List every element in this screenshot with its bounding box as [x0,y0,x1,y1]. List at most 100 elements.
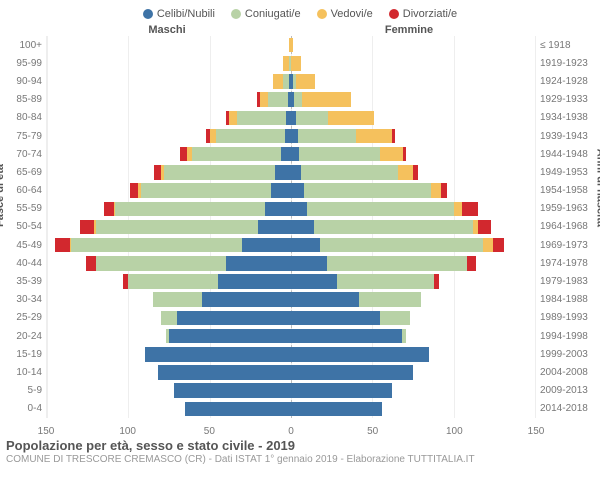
seg-celibi [291,347,429,362]
age-label: 70-74 [0,145,42,163]
legend-item: Divorziati/e [389,8,457,20]
legend-swatch [143,9,153,19]
seg-vedovi [431,183,441,198]
seg-divorziati [467,256,477,271]
seg-celibi [185,402,291,417]
x-tick: 100 [446,426,463,437]
female-bar [291,183,535,198]
x-tick: 50 [204,426,215,437]
seg-coniugati [301,165,399,180]
legend-item: Vedovi/e [317,8,373,20]
female-bar [291,56,535,71]
seg-celibi [265,202,291,217]
pyramid-row [47,363,535,381]
legend-item: Coniugati/e [231,8,301,20]
seg-coniugati [96,220,259,235]
pyramid-row [47,236,535,254]
x-tick: 50 [367,426,378,437]
year-label: 1939-1943 [540,127,600,145]
seg-vedovi [398,165,413,180]
seg-celibi [202,292,291,307]
y-axis-right-label: Anni di nascita [594,149,600,227]
seg-divorziati [434,274,439,289]
seg-coniugati [307,202,453,217]
seg-coniugati [296,111,329,126]
seg-divorziati [130,183,138,198]
bars-container [46,36,536,418]
seg-coniugati [153,292,202,307]
pyramid-row [47,327,535,345]
seg-vedovi [296,74,316,89]
seg-coniugati [327,256,467,271]
female-bar [291,365,535,380]
legend-swatch [317,9,327,19]
age-label: 55-59 [0,200,42,218]
seg-divorziati [403,147,406,162]
male-bar [47,292,291,307]
female-bar [291,129,535,144]
seg-coniugati [294,92,302,107]
y-axis-left-label: Fasce di età [0,164,6,227]
pyramid-row [47,109,535,127]
pyramid-row [47,72,535,90]
male-bar [47,220,291,235]
male-bar [47,383,291,398]
age-label: 15-19 [0,345,42,363]
legend-label: Vedovi/e [331,8,373,20]
seg-celibi [226,256,291,271]
chart-area: Fasce di età Anni di nascita 100+95-9990… [0,36,600,418]
legend-label: Divorziati/e [403,8,457,20]
legend-label: Coniugati/e [245,8,301,20]
pyramid-row [47,127,535,145]
pyramid-row [47,272,535,290]
seg-celibi [291,292,359,307]
year-label: 1944-1948 [540,145,600,163]
age-label: 0-4 [0,400,42,418]
male-bar [47,56,291,71]
year-label: 1924-1928 [540,72,600,90]
year-labels: ≤ 19181919-19231924-19281929-19331934-19… [536,36,600,418]
chart-title: Popolazione per età, sesso e stato civil… [6,438,594,453]
year-label: 1979-1983 [540,272,600,290]
seg-divorziati [493,238,504,253]
male-bar [47,256,291,271]
seg-celibi [291,311,380,326]
pyramid-row [47,182,535,200]
pyramid-row [47,345,535,363]
footer: Popolazione per età, sesso e stato civil… [0,434,600,465]
seg-celibi [271,183,291,198]
age-label: 35-39 [0,272,42,290]
seg-vedovi [229,111,237,126]
female-bar [291,111,535,126]
year-label: 1999-2003 [540,345,600,363]
header-year-first [530,24,600,36]
seg-celibi [145,347,291,362]
legend-label: Celibi/Nubili [157,8,215,20]
seg-divorziati [86,256,96,271]
age-label: 95-99 [0,54,42,72]
seg-celibi [177,311,291,326]
year-label: 1974-1978 [540,254,600,272]
seg-coniugati [304,183,431,198]
male-bar [47,129,291,144]
age-label: 25-29 [0,309,42,327]
seg-celibi [291,402,382,417]
seg-celibi [291,238,320,253]
age-label: 20-24 [0,327,42,345]
year-label: 1949-1953 [540,163,600,181]
pyramid-row [47,291,535,309]
pyramid-row [47,145,535,163]
seg-celibi [291,256,327,271]
seg-coniugati [96,256,226,271]
seg-celibi [174,383,291,398]
seg-divorziati [392,129,395,144]
age-label: 30-34 [0,291,42,309]
female-bar [291,238,535,253]
seg-vedovi [380,147,403,162]
male-bar [47,38,291,53]
year-label: 2004-2008 [540,363,600,381]
seg-divorziati [55,238,70,253]
age-label: 45-49 [0,236,42,254]
age-label: 100+ [0,36,42,54]
year-label: 1929-1933 [540,91,600,109]
